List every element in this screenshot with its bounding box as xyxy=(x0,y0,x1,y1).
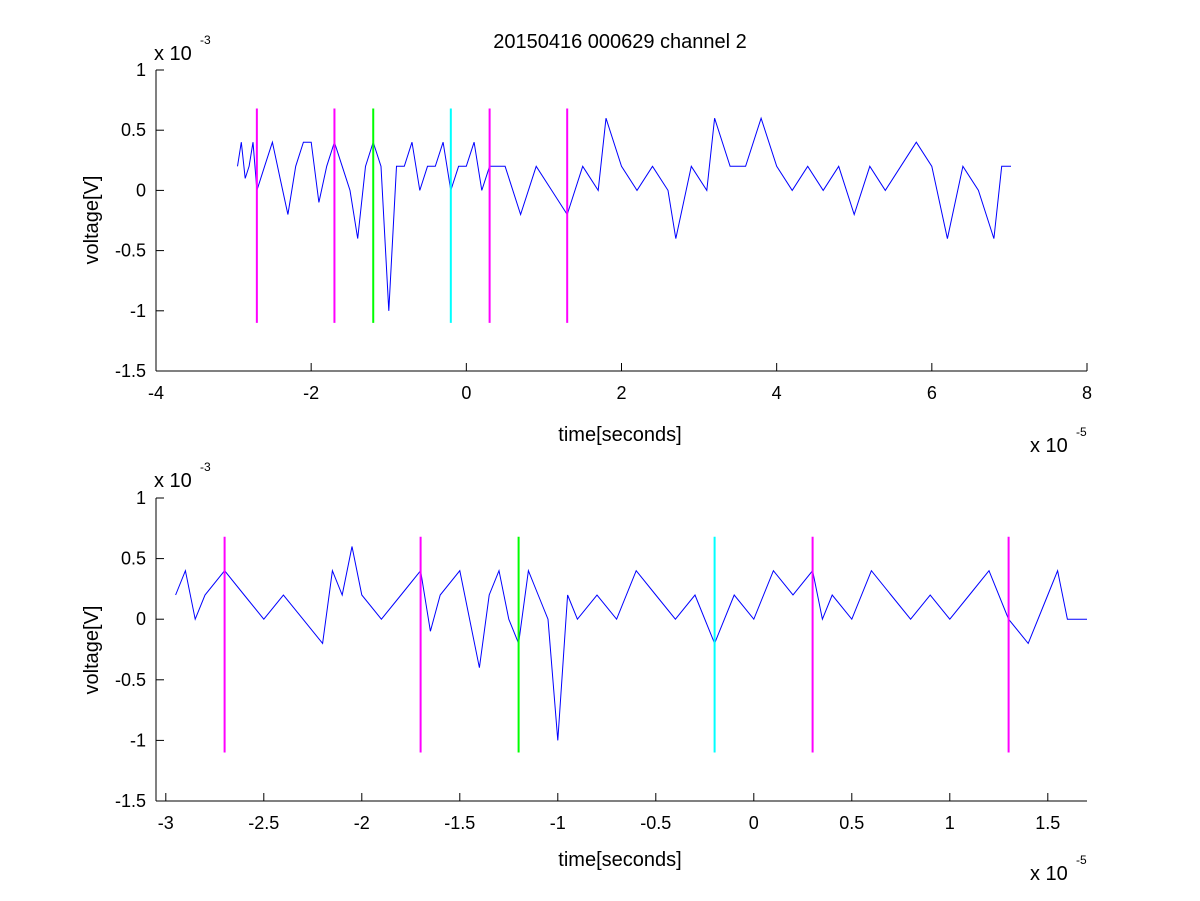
top-plot-area xyxy=(156,70,1087,371)
top-x-tick-label: -4 xyxy=(148,383,164,403)
top-x-label: time[seconds] xyxy=(558,424,681,446)
top-x-tick-label: 2 xyxy=(616,383,626,403)
bottom-y-tick-label: 0.5 xyxy=(121,549,146,569)
bottom-x-tick-label: -1.5 xyxy=(444,813,475,833)
bottom-y-ticks: -1.5 -1 -0.5 0 0.5 1 xyxy=(115,488,164,811)
bottom-x-tick-label: -3 xyxy=(158,813,174,833)
top-x-tick-label: 8 xyxy=(1082,383,1092,403)
bottom-y-scale-multiplier: x 10 xyxy=(154,470,192,492)
bottom-plot-marks xyxy=(175,536,1087,753)
top-x-tick-label: 4 xyxy=(772,383,782,403)
bottom-x-scale-multiplier: x 10 xyxy=(1030,863,1068,885)
top-x-tick-label: -2 xyxy=(303,383,319,403)
bottom-y-tick-label: -0.5 xyxy=(115,670,146,690)
top-y-tick-label: 1 xyxy=(136,60,146,80)
bottom-y-tick-label: -1 xyxy=(130,730,146,750)
top-x-scale-multiplier: x 10 xyxy=(1030,435,1068,457)
bottom-x-label: time[seconds] xyxy=(558,849,681,871)
top-plot-marks xyxy=(237,108,1011,323)
top-y-tick-label: 0.5 xyxy=(121,120,146,140)
bottom-signal-series-line xyxy=(175,546,1087,741)
top-x-tick-label: 0 xyxy=(461,383,471,403)
top-y-ticks: -1.5 -1 -0.5 0 0.5 1 xyxy=(115,60,164,381)
bottom-x-tick-label: -2 xyxy=(354,813,370,833)
bottom-x-tick-label: 1 xyxy=(945,813,955,833)
bottom-x-tick-label: -0.5 xyxy=(640,813,671,833)
bottom-y-tick-label: 0 xyxy=(136,609,146,629)
bottom-axes: -3 -2.5 -2 -1.5 -1 -0.5 0 0.5 1 1.5 -1.5 -1 -0.5 0 0.… xyxy=(81,460,1087,885)
top-y-scale-exponent: -3 xyxy=(200,33,211,47)
top-x-scale-exponent: -5 xyxy=(1076,425,1087,439)
top-y-tick-label: -1 xyxy=(130,301,146,321)
top-y-scale-multiplier: x 10 xyxy=(154,43,192,65)
top-x-ticks: -4 -2 0 2 4 6 8 xyxy=(148,363,1092,403)
bottom-y-scale-exponent: -3 xyxy=(200,460,211,474)
top-signal-series-line xyxy=(237,116,1011,311)
top-axes: -4 -2 0 2 4 6 8 -1.5-1-0.500.51 time[seconds] … xyxy=(81,33,1092,457)
bottom-y-tick-label: -1.5 xyxy=(115,791,146,811)
figure-title: 20150416 000629 channel 2 xyxy=(493,31,747,53)
top-y-tick-label: 0 xyxy=(136,180,146,200)
top-y-label: voltage[V] xyxy=(81,176,103,265)
top-y-tick-label: -0.5 xyxy=(115,241,146,261)
bottom-y-tick-label: 1 xyxy=(136,488,146,508)
top-y-tick-label: -1.5 xyxy=(115,361,146,381)
bottom-y-label: voltage[V] xyxy=(81,606,103,695)
bottom-x-tick-label: 1.5 xyxy=(1035,813,1060,833)
bottom-x-tick-label: -1 xyxy=(550,813,566,833)
bottom-x-tick-label: -2.5 xyxy=(248,813,279,833)
bottom-x-scale-exponent: -5 xyxy=(1076,853,1087,867)
bottom-plot-area xyxy=(156,498,1087,801)
bottom-x-ticks: -3 -2.5 -2 -1.5 -1 -0.5 0 0.5 1 1.5 xyxy=(158,793,1060,833)
top-x-tick-label: 6 xyxy=(927,383,937,403)
bottom-x-tick-label: 0.5 xyxy=(839,813,864,833)
bottom-x-tick-label: 0 xyxy=(749,813,759,833)
